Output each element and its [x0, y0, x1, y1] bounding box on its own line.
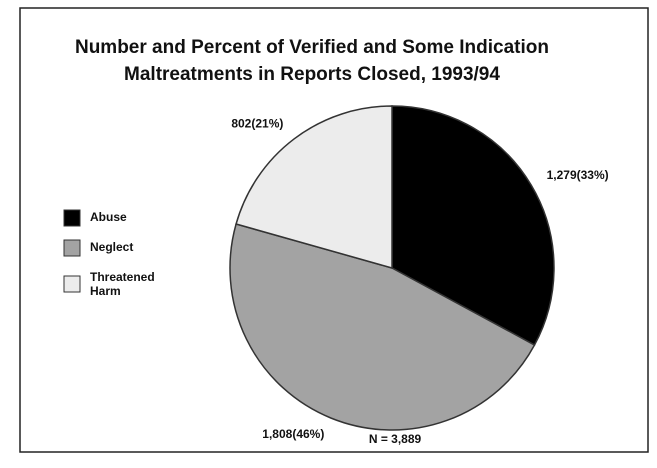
- legend-label: Threatened Harm: [90, 270, 155, 298]
- pie-slice: [235, 105, 393, 269]
- pie-slice: [391, 105, 555, 347]
- pie-slice: [229, 223, 536, 431]
- legend-label: Neglect: [90, 240, 133, 254]
- chart-title: Maltreatments in Reports Closed, 1993/94: [124, 64, 500, 85]
- chart-title: Number and Percent of Verified and Some …: [75, 37, 549, 58]
- legend-swatch: [63, 275, 81, 293]
- legend-swatch: [63, 209, 81, 227]
- data-label: 1,808(46%): [262, 427, 324, 441]
- data-label: 1,279(33%): [547, 168, 609, 182]
- legend-label: Abuse: [90, 210, 127, 224]
- annotation: N = 3,889: [369, 432, 422, 446]
- data-label: 802(21%): [231, 117, 283, 131]
- legend-swatch: [63, 239, 81, 257]
